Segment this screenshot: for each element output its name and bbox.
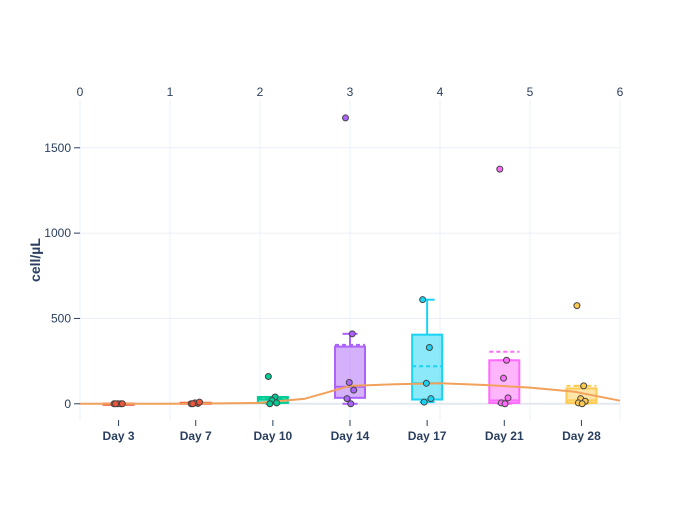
data-point	[348, 330, 356, 338]
y-tick-label: 0	[64, 397, 71, 411]
data-point	[504, 394, 512, 402]
top-tick-label: 6	[617, 85, 624, 99]
x-tick-label: Day 17	[408, 429, 447, 443]
data-point	[342, 114, 349, 122]
y-tick-label: 1500	[44, 141, 71, 155]
data-point	[419, 296, 427, 304]
x-tick-label: Day 7	[180, 429, 212, 443]
x-tick-label: Day 3	[103, 429, 135, 443]
points-layer	[110, 114, 589, 408]
data-point	[496, 165, 504, 173]
data-point	[503, 356, 511, 364]
x-tick-label: Day 28	[562, 429, 601, 443]
y-tick-label: 1000	[44, 226, 71, 240]
data-point	[501, 400, 509, 408]
top-tick-label: 2	[257, 85, 264, 99]
data-point	[112, 400, 120, 408]
data-point	[343, 395, 351, 403]
data-point	[425, 343, 433, 351]
data-point	[273, 399, 281, 407]
data-point	[345, 378, 353, 386]
data-point	[422, 379, 430, 387]
data-point	[266, 400, 274, 408]
data-point	[420, 398, 428, 406]
x-tick-label: Day 14	[331, 429, 370, 443]
top-tick-label: 4	[437, 85, 444, 99]
data-point	[500, 374, 508, 382]
top-tick-label: 0	[77, 85, 84, 99]
data-point	[427, 395, 435, 403]
top-tick-label: 5	[527, 85, 534, 99]
data-point	[350, 386, 358, 394]
axis-layer: 0 500 1000 1500 0 1 2 3 4 5 6 Day 3 Day 7 Day 10 Day 1…	[44, 85, 623, 443]
data-point	[195, 398, 203, 406]
trend-line	[80, 382, 621, 405]
y-tick-label: 500	[51, 311, 71, 325]
data-point	[573, 302, 581, 310]
top-tick-label: 1	[167, 85, 174, 99]
data-point	[578, 400, 586, 408]
data-point	[118, 400, 126, 408]
top-tick-label: 3	[347, 85, 354, 99]
data-point	[347, 400, 355, 408]
box-iqr	[334, 345, 366, 399]
x-tick-label: Day 10	[254, 429, 293, 443]
data-point	[580, 382, 588, 390]
data-point	[189, 400, 197, 408]
trend-layer	[80, 382, 621, 405]
y-axis-title: cell/µL	[27, 238, 43, 282]
x-tick-label: Day 21	[485, 429, 524, 443]
data-point	[264, 372, 272, 380]
